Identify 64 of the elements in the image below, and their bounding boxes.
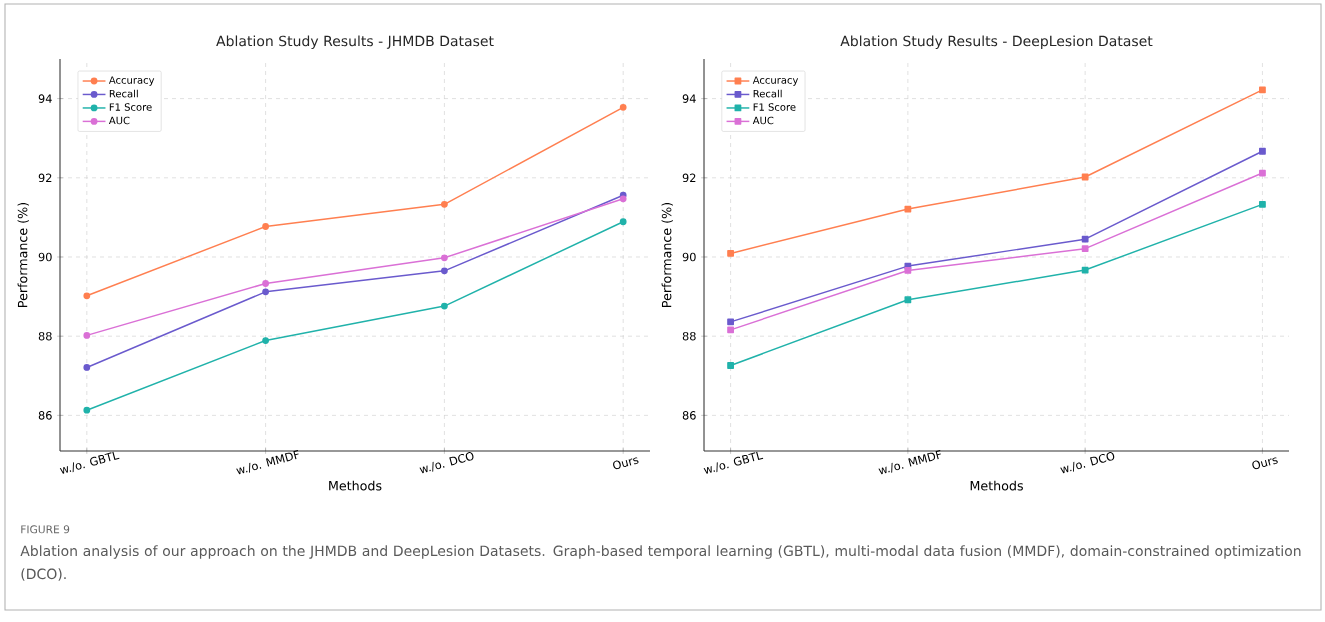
point (83, 364, 91, 371)
point (262, 337, 270, 344)
point (1081, 245, 1089, 253)
y-tick-label: 88 (38, 331, 52, 341)
y-tick-label: 90 (38, 252, 52, 262)
x-tick-label: Ours (613, 457, 639, 470)
legend-label: Recall (109, 89, 138, 98)
y-tick-label: 86 (682, 411, 696, 420)
y-tick-label: 88 (682, 331, 696, 341)
chart-title: Ablation Study Results - JHMDB Dataset (216, 35, 494, 49)
legend-label: AUC (108, 116, 130, 125)
legend-label: AUC (752, 116, 774, 125)
x-tick-label: w./o. DCO (419, 452, 474, 474)
point (440, 267, 448, 275)
point (83, 406, 91, 414)
x-tick-label: w./o. MMDF (236, 450, 299, 475)
legend-label: Recall (753, 89, 782, 98)
point (1259, 200, 1266, 208)
legend-label: Accuracy (752, 76, 799, 86)
x-tick-label: Ours (1252, 457, 1278, 470)
point (727, 326, 734, 334)
y-tick-label: 94 (38, 94, 52, 103)
point (904, 267, 912, 274)
legend-label: F1 Score (753, 103, 796, 111)
y-tick-label: 90 (682, 252, 696, 262)
y-tick-label: 86 (38, 411, 52, 420)
point (1081, 235, 1089, 243)
y-axis-title: Performance (%) (661, 203, 673, 307)
legend-label: F1 Score (109, 103, 152, 111)
chart-title: Ablation Study Results - DeepLesion Dataset (840, 35, 1153, 49)
x-axis-title: Methods (970, 480, 1023, 491)
y-axis-title: Performance (%) (17, 203, 29, 307)
point (262, 223, 270, 230)
point (727, 250, 734, 257)
text: Ablation analysis of our approach on the JHMDB and DeepLesion Datasets. Graph-based temporal learning (GBTL), multi-modal data fusion (MMDF), domain-constrained optimization (DCO). (20, 545, 1301, 581)
point (619, 103, 627, 111)
point (1259, 147, 1266, 155)
y-tick-label: 92 (38, 173, 52, 183)
x-tick-label: w./o. MMDF (878, 450, 941, 475)
point (262, 280, 270, 287)
point (619, 218, 627, 226)
point (727, 362, 734, 369)
point (83, 292, 91, 300)
point (619, 195, 627, 203)
point (262, 288, 270, 296)
point (440, 200, 448, 208)
y-tick-label: 94 (682, 94, 696, 103)
x-tick-label: w./o. GBTL (59, 451, 120, 474)
x-tick-label: w./o. GBTL (703, 451, 764, 474)
point (1259, 86, 1266, 94)
x-axis-title: Methods (329, 480, 382, 491)
point (1259, 169, 1266, 177)
point (1081, 173, 1089, 181)
point (83, 331, 91, 339)
point (904, 205, 912, 213)
point (1081, 266, 1089, 274)
y-tick-label: 92 (682, 173, 696, 183)
point (440, 254, 448, 262)
legend-label: Accuracy (108, 76, 155, 86)
x-tick-label: w./o. DCO (1060, 452, 1115, 474)
caption: FIGURE 9 (21, 525, 70, 534)
point (440, 302, 448, 310)
point (904, 296, 912, 304)
point (727, 318, 734, 326)
